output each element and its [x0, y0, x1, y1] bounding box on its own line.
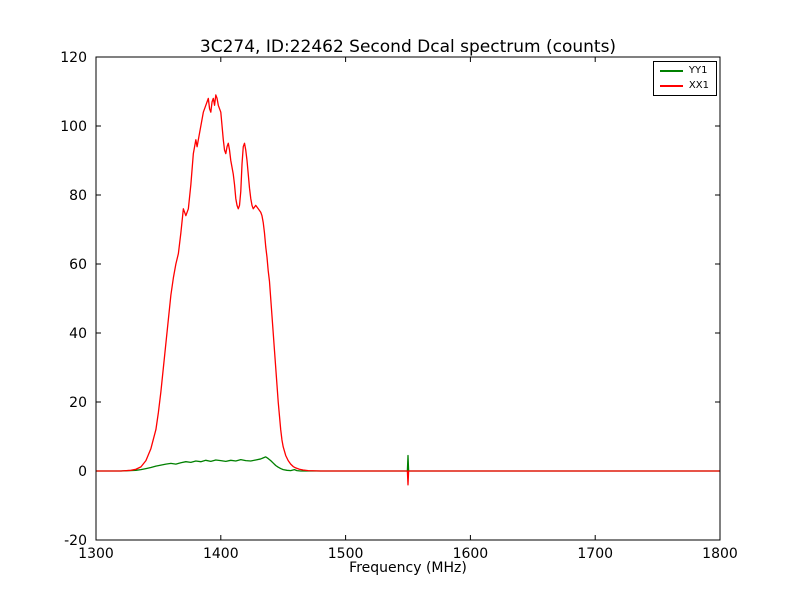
legend-label-xx1: XX1: [688, 80, 709, 91]
x-tick-label: 1400: [203, 546, 239, 562]
x-axis-label: Frequency (MHz): [349, 560, 467, 576]
y-tick-label: 20: [69, 395, 87, 411]
legend-item-yy1: YY1: [659, 65, 709, 76]
y-tick-label: 80: [69, 188, 87, 204]
x-tick-label: 1300: [78, 546, 114, 562]
x-tick-label: 1500: [328, 546, 364, 562]
x-tick-label: 1800: [702, 546, 738, 562]
chart-title: 3C274, ID:22462 Second Dcal spectrum (co…: [199, 37, 617, 57]
legend-line-sample-xx1: [659, 85, 683, 87]
legend-line-sample-yy1: [659, 70, 683, 72]
x-tick-label: 1700: [577, 546, 613, 562]
series-line-yy1: [96, 454, 720, 472]
y-tick-label: 60: [69, 257, 87, 273]
series-line-xx1: [96, 94, 720, 486]
legend-label-yy1: YY1: [688, 65, 708, 76]
y-tick-label: 40: [69, 326, 87, 342]
y-tick-label: 0: [78, 464, 87, 480]
legend-item-xx1: XX1: [659, 80, 709, 91]
y-tick-label: -20: [64, 533, 87, 549]
y-tick-label: 120: [60, 50, 87, 66]
legend: YY1 XX1: [652, 61, 717, 96]
y-tick-label: 100: [60, 119, 87, 135]
axes-box: [95, 56, 721, 541]
x-tick-label: 1600: [453, 546, 489, 562]
